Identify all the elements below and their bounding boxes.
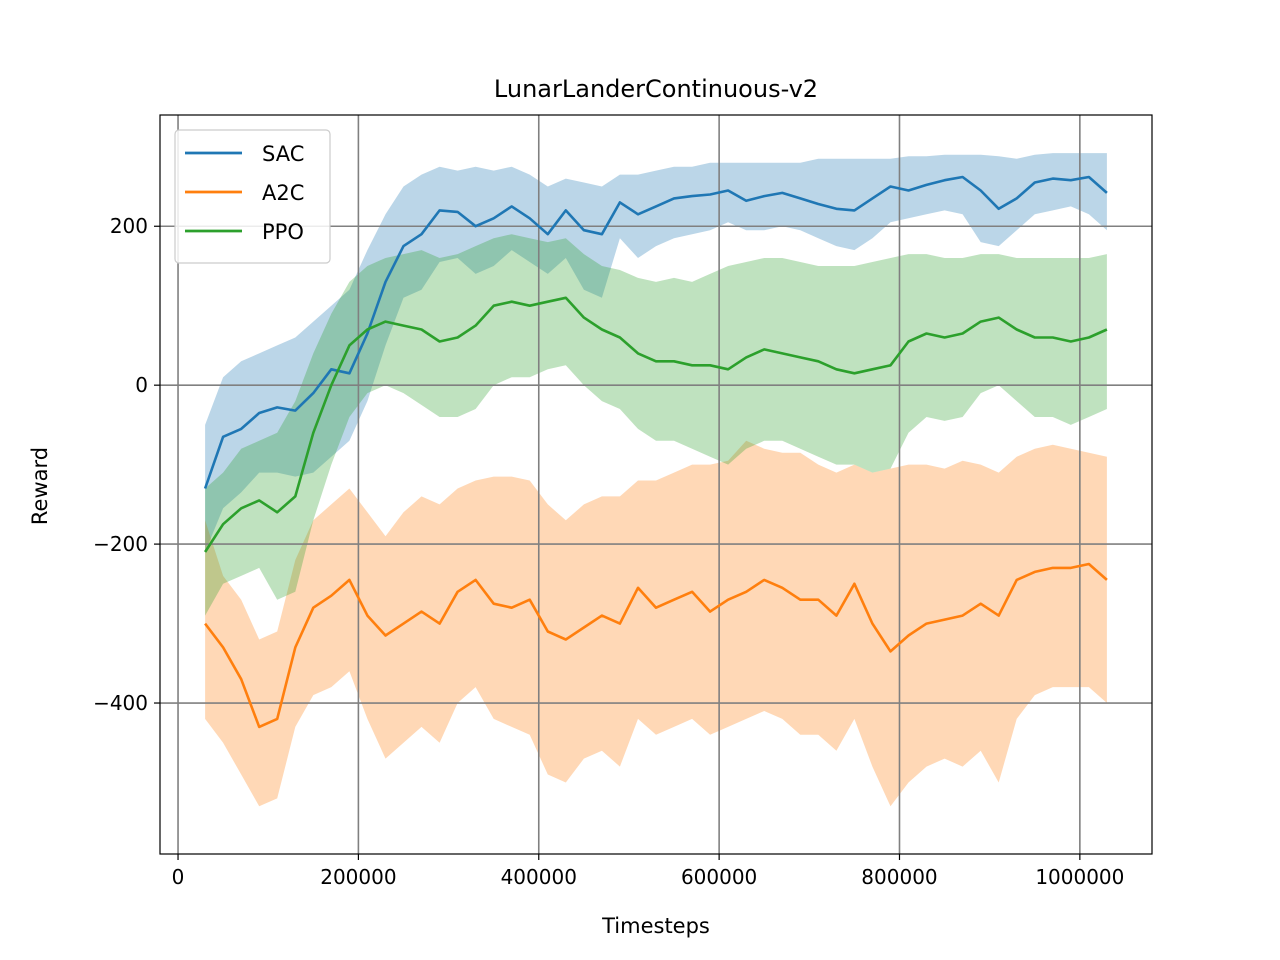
axes-frame xyxy=(159,114,1153,855)
line-a2c xyxy=(204,562,1108,729)
legend-label-sac: SAC xyxy=(262,142,304,166)
band-ppo xyxy=(205,234,1107,616)
chart-title: LunarLanderContinuous-v2 xyxy=(494,75,818,103)
band-a2c xyxy=(205,440,1107,807)
legend: SAC A2C PPO xyxy=(174,129,331,264)
confidence-bands xyxy=(205,153,1107,807)
line-ppo xyxy=(204,296,1108,553)
y-tick-label: 200 xyxy=(110,214,148,238)
grid-lines xyxy=(160,115,1152,854)
line-sac xyxy=(203,175,1108,489)
legend-label-a2c: A2C xyxy=(262,181,304,205)
x-axis-label: Timesteps xyxy=(601,914,710,938)
x-tick-label: 600000 xyxy=(681,865,757,889)
legend-box xyxy=(174,129,331,264)
y-tick-label: 0 xyxy=(135,373,148,397)
legend-label-ppo: PPO xyxy=(262,220,304,244)
y-tick-label: −400 xyxy=(93,691,148,715)
band-sac xyxy=(205,153,1107,552)
x-tick-label: 1000000 xyxy=(1035,865,1124,889)
y-tick-label: −200 xyxy=(93,532,148,556)
y-ticks: −400 −200 0 200 xyxy=(93,214,160,715)
x-tick-label: 200000 xyxy=(320,865,396,889)
x-tick-label: 0 xyxy=(172,865,185,889)
y-axis-label: Reward xyxy=(28,447,52,525)
x-tick-label: 400000 xyxy=(501,865,577,889)
series-lines xyxy=(203,175,1108,729)
x-ticks: 0 200000 400000 600000 800000 1000000 xyxy=(172,854,1124,889)
x-tick-label: 800000 xyxy=(861,865,937,889)
